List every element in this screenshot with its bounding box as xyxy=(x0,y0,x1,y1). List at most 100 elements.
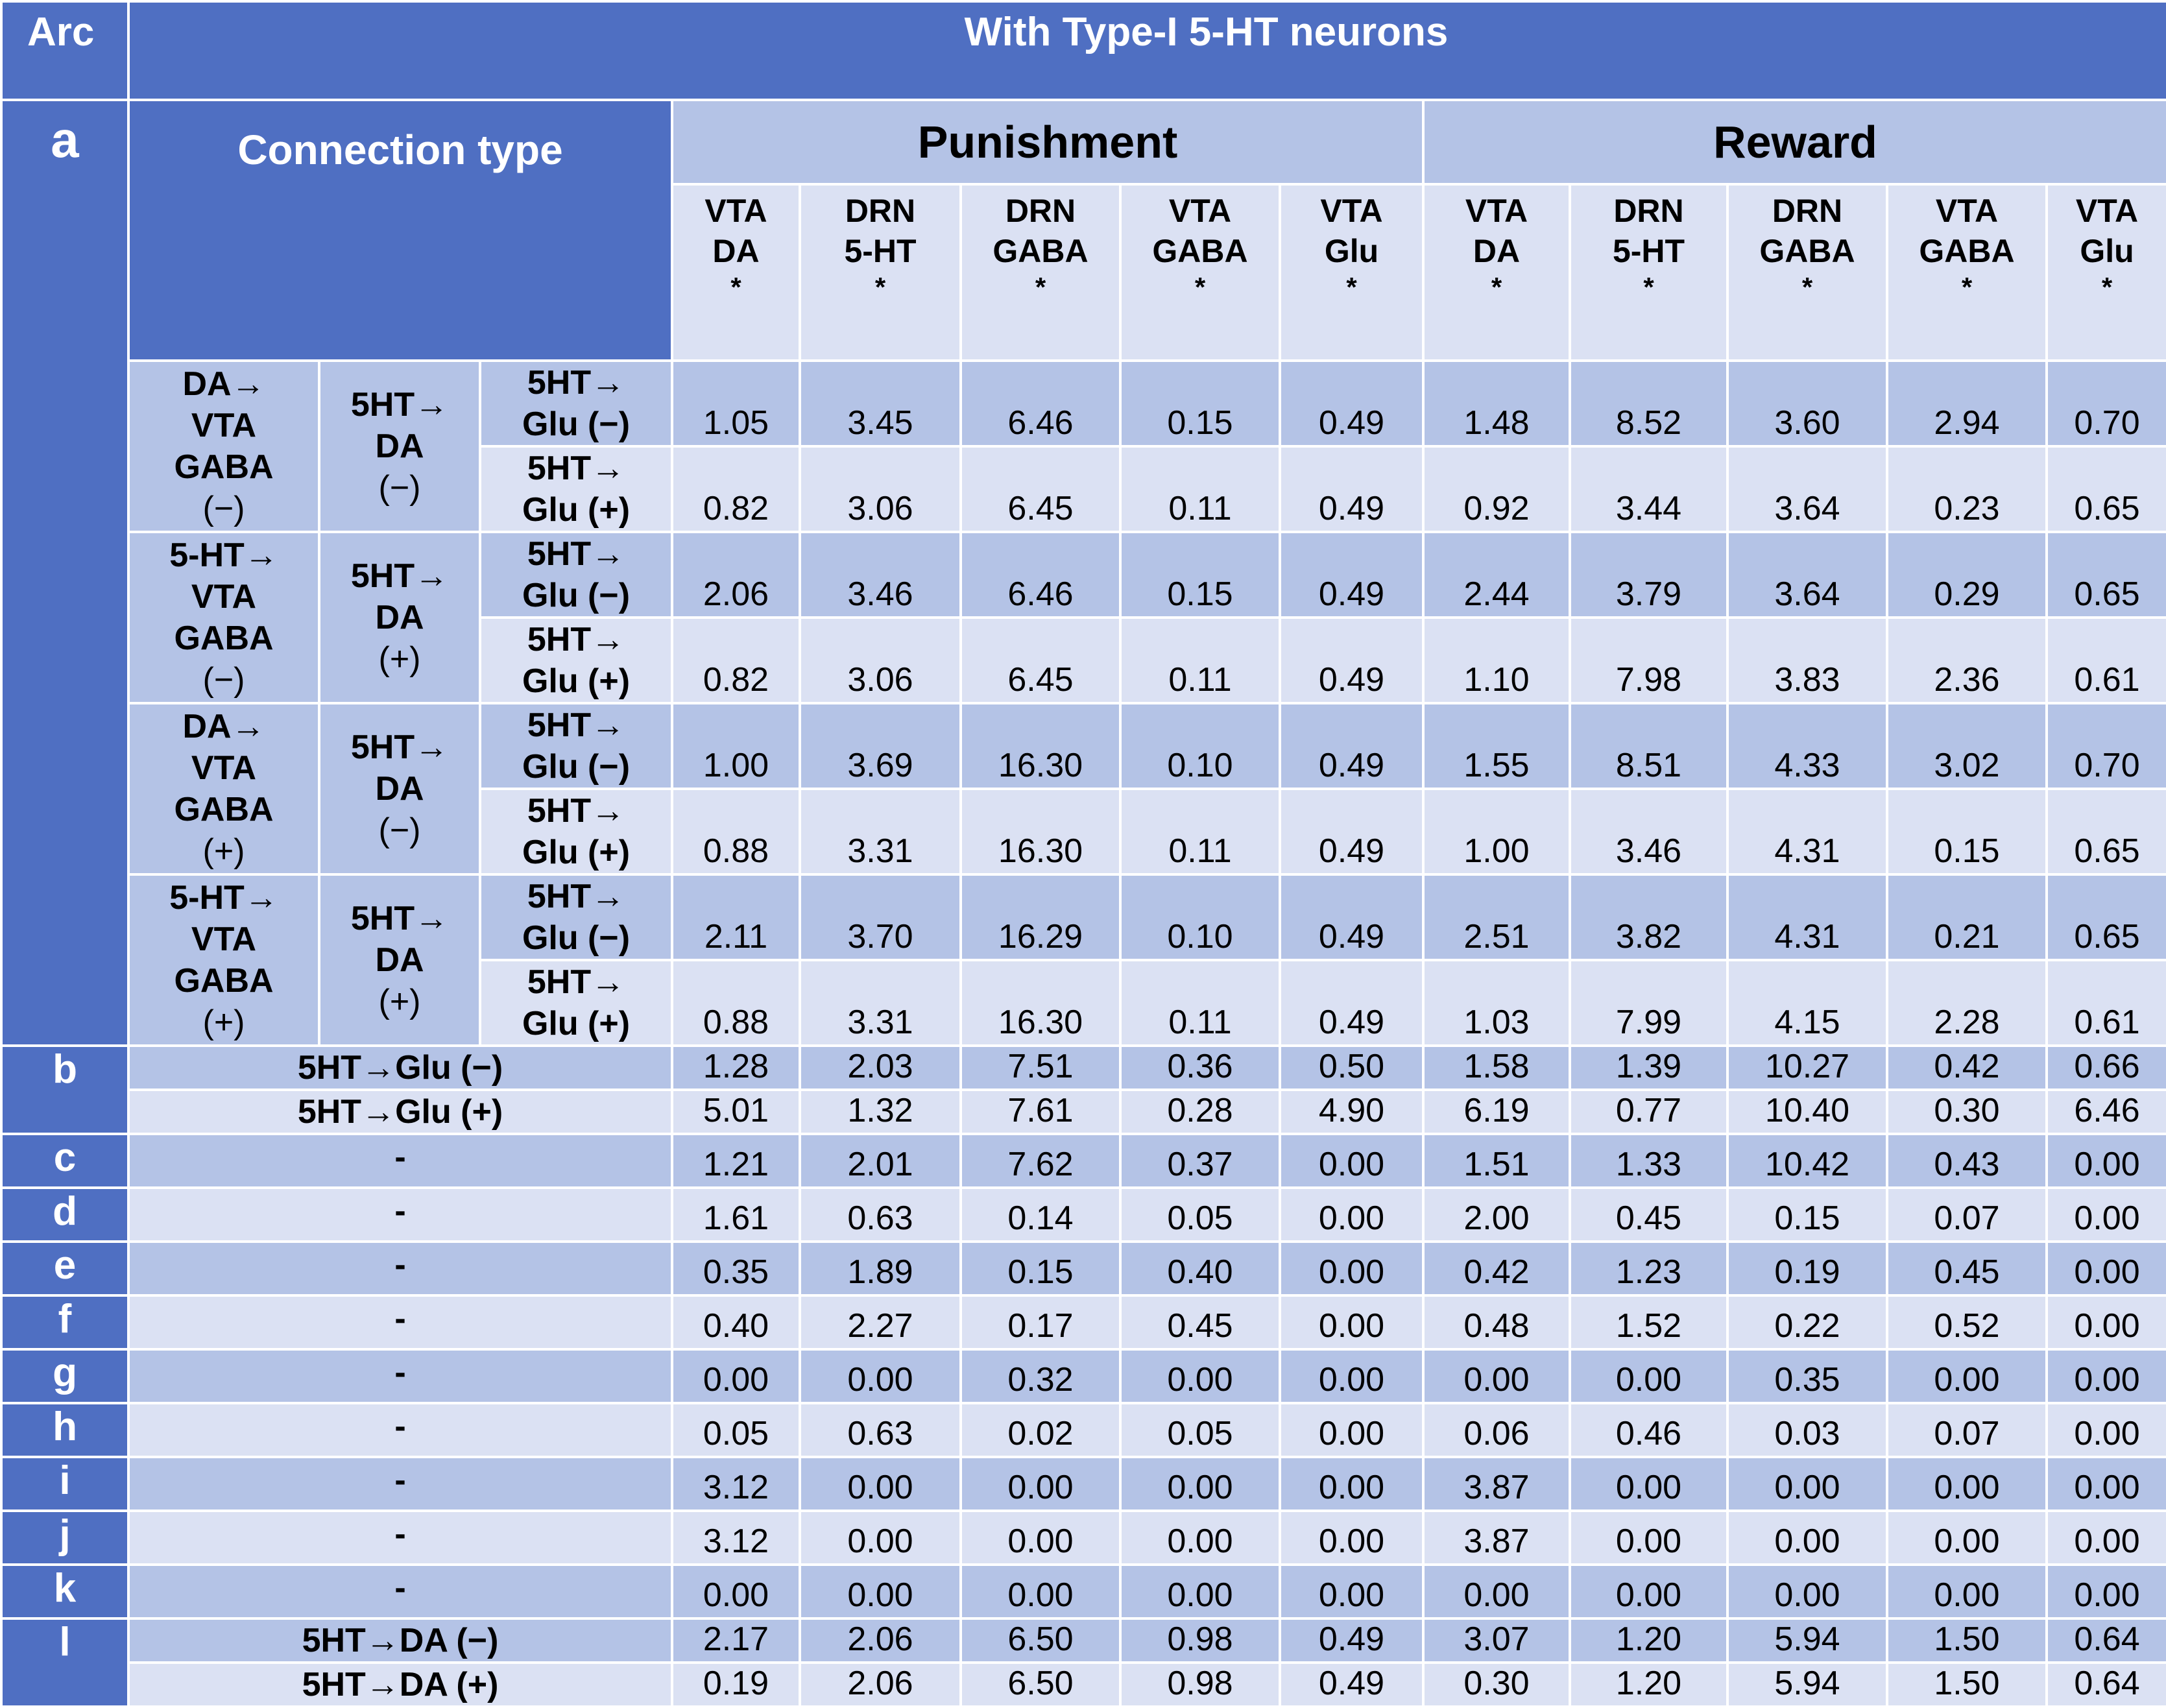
value-cell: 0.15 xyxy=(1886,788,2048,876)
value-cell: 0.00 xyxy=(1569,1510,1729,1566)
connection-text: DA→ xyxy=(182,708,265,745)
value-cell: 0.06 xyxy=(1422,1402,1571,1458)
value-cell: 6.50 xyxy=(959,1661,1122,1708)
value-cell: 0.45 xyxy=(1119,1294,1281,1351)
section-label-text: d xyxy=(53,1189,77,1234)
column-header-line1: VTA xyxy=(1320,193,1383,229)
connection-cell-3: 5HT→ Glu (−) xyxy=(479,531,673,619)
table-row: i -3.12 0.00 0.00 0.00 0.00 3.87 0.00 0.00 0.00 0.… xyxy=(0,1456,2166,1512)
value-cell: 0.49 xyxy=(1279,1617,1425,1664)
value-cell: 1.23 xyxy=(1569,1240,1729,1297)
section-label-text: g xyxy=(53,1351,77,1395)
table-row: g -0.00 0.00 0.32 0.00 0.00 0.00 0.00 0.35 0.00 0.… xyxy=(0,1348,2166,1404)
column-header-line1: DRN xyxy=(1772,193,1843,229)
table-row: d -1.61 0.63 0.14 0.05 0.00 2.00 0.45 0.15 0.07 0.… xyxy=(0,1186,2166,1243)
section-label-text: i xyxy=(59,1458,71,1503)
connection-cell-3: 5HT→ Glu (−) xyxy=(479,873,673,961)
value-cell: 2.17 xyxy=(671,1617,801,1664)
connection-text: GABA xyxy=(174,962,274,1000)
connection-cell-1: DA→ VTA GABA (+) xyxy=(127,702,320,876)
value-cell: 0.00 xyxy=(1886,1348,2048,1404)
value-cell: 0.05 xyxy=(1119,1186,1281,1243)
value-cell: 2.01 xyxy=(799,1133,962,1189)
value-cell: 0.82 xyxy=(671,616,801,704)
section-label: f xyxy=(0,1294,130,1351)
column-header-line1: VTA xyxy=(2075,193,2139,229)
connection-text: Glu (−) xyxy=(522,748,631,786)
value-cell: 6.46 xyxy=(2045,1089,2166,1135)
section-label: k xyxy=(0,1563,130,1620)
connection-text: DA xyxy=(375,427,424,465)
section-label-text: b xyxy=(53,1047,77,1092)
column-header-star: * xyxy=(730,272,741,302)
value-cell: 0.98 xyxy=(1119,1661,1281,1708)
value-cell: 0.17 xyxy=(959,1294,1122,1351)
value-cell: 0.00 xyxy=(1886,1510,2048,1566)
value-cell: 7.61 xyxy=(959,1089,1122,1135)
connection-cell-3: 5HT→ Glu (+) xyxy=(479,788,673,876)
column-header-star: * xyxy=(1346,272,1357,302)
section-label-a: a xyxy=(0,99,130,1047)
value-cell: 3.07 xyxy=(1422,1617,1571,1664)
reward-label: Reward xyxy=(1713,117,1877,167)
column-header: VTA Glu * xyxy=(2045,183,2166,362)
section-label-text: c xyxy=(53,1135,77,1180)
section-label-text: j xyxy=(59,1512,71,1557)
connection-cell-1: 5-HT→ VTA GABA (−) xyxy=(127,531,320,704)
value-cell: 0.00 xyxy=(1279,1563,1425,1620)
value-cell: 0.22 xyxy=(1726,1294,1888,1351)
value-cell: 1.50 xyxy=(1886,1617,2048,1664)
table-row: l 5HT→DA (−) 2.17 2.06 6.50 0.98 0.49 3.07 1.20 5… xyxy=(0,1617,2166,1708)
value-cell: 0.00 xyxy=(1726,1563,1888,1620)
value-cell: 3.06 xyxy=(799,616,962,704)
connection-text: (−) xyxy=(378,812,421,849)
value-cell: 1.52 xyxy=(1569,1294,1729,1351)
value-cell: 0.00 xyxy=(799,1510,962,1566)
value-cell: 0.00 xyxy=(1279,1240,1425,1297)
column-header-star: * xyxy=(1491,272,1502,302)
value-cell: 2.06 xyxy=(799,1661,962,1708)
value-cell: 0.64 xyxy=(2045,1617,2166,1664)
connection-text: DA xyxy=(375,770,424,808)
value-cell: 2.00 xyxy=(1422,1186,1571,1243)
value-cell: 5.94 xyxy=(1726,1661,1888,1708)
value-cell: 0.65 xyxy=(2045,788,2166,876)
value-cell: 1.03 xyxy=(1422,959,1571,1047)
connection-cell: - xyxy=(127,1348,673,1404)
value-cell: 1.58 xyxy=(1422,1044,1571,1091)
value-cell: 6.19 xyxy=(1422,1089,1571,1135)
value-cell: 0.32 xyxy=(959,1348,1122,1404)
value-cell: 2.51 xyxy=(1422,873,1571,961)
value-cell: 0.50 xyxy=(1279,1044,1425,1091)
column-header-line1: VTA xyxy=(704,193,767,229)
value-cell: 1.20 xyxy=(1569,1617,1729,1664)
value-cell: 1.05 xyxy=(671,359,801,448)
value-cell: 0.00 xyxy=(1886,1563,2048,1620)
section-label-text: l xyxy=(59,1620,71,1665)
value-cell: 5.94 xyxy=(1726,1617,1888,1664)
connection-text: (+) xyxy=(378,983,421,1020)
value-cell: 0.70 xyxy=(2045,359,2166,448)
connection-cell-2: 5HT→ DA (−) xyxy=(318,359,481,533)
connection-text: DA→ xyxy=(182,365,265,403)
column-header: DRN 5-HT * xyxy=(1569,183,1729,362)
connection-text: (−) xyxy=(202,490,245,527)
value-cell: 0.42 xyxy=(1886,1044,2048,1091)
column-header-line2: 5-HT xyxy=(844,233,917,269)
connection-cell-1: DA→ VTA GABA (−) xyxy=(127,359,320,533)
value-cell: 2.44 xyxy=(1422,531,1571,619)
value-cell: 0.00 xyxy=(1279,1348,1425,1404)
column-header-line1: DRN xyxy=(1613,193,1684,229)
column-header-line2: DA xyxy=(1473,233,1521,269)
connection-cell-1: 5-HT→ VTA GABA (+) xyxy=(127,873,320,1047)
connection-text: 5HT→ xyxy=(350,728,449,766)
value-cell: 0.43 xyxy=(1886,1133,2048,1189)
connection-text: 5HT→ xyxy=(527,364,625,402)
value-cell: 1.55 xyxy=(1422,702,1571,790)
section-label-text: k xyxy=(53,1566,77,1611)
value-cell: 0.21 xyxy=(1886,873,2048,961)
value-cell: 0.11 xyxy=(1119,616,1281,704)
column-header-star: * xyxy=(1801,272,1813,302)
value-cell: 0.10 xyxy=(1119,873,1281,961)
